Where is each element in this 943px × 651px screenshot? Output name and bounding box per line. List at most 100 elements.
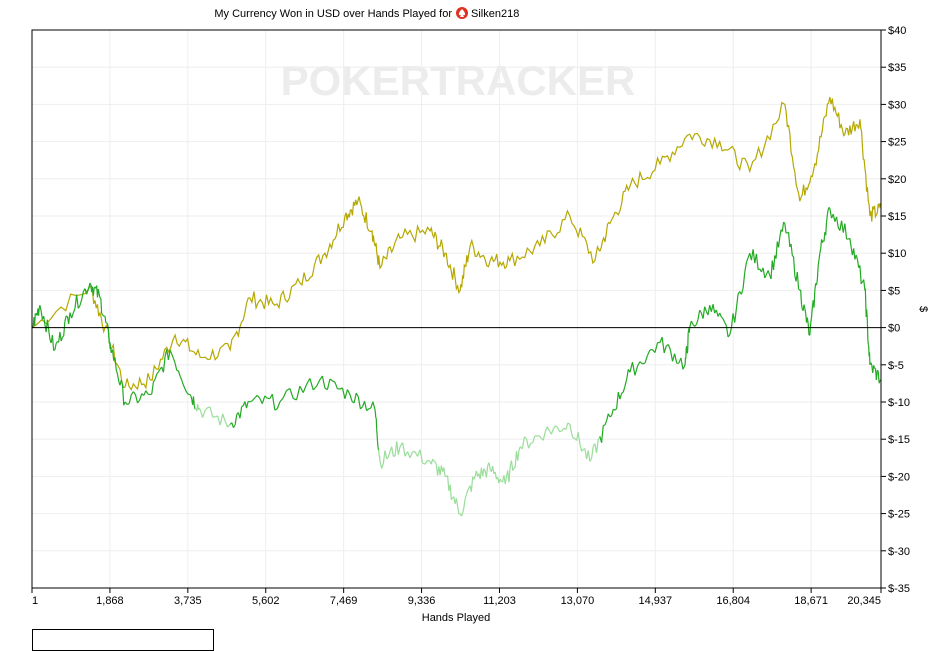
series-segment-green	[218, 416, 221, 425]
series-segment-green	[262, 396, 265, 404]
series-segment-green	[456, 498, 457, 506]
series-segment-green	[77, 295, 79, 309]
series-segment-green	[857, 259, 858, 267]
series-segment-green	[183, 385, 185, 389]
series-segment-green	[182, 380, 184, 385]
series-segment-green	[794, 257, 795, 276]
series-segment-green	[602, 425, 604, 442]
series-segment-green	[101, 298, 102, 313]
chart-title: My Currency Won in USD over Hands Played…	[214, 8, 452, 20]
series-segment-green	[741, 289, 743, 295]
series-segment-green	[350, 395, 352, 402]
series-segment-green	[465, 495, 466, 499]
series-segment-green	[597, 439, 599, 452]
series-segment-green	[514, 467, 515, 468]
series-segment-green	[735, 308, 737, 322]
series-line-gold	[32, 97, 881, 390]
series-segment-green	[792, 256, 793, 257]
series-segment-green	[509, 466, 510, 482]
series-segment-green	[398, 447, 400, 455]
series-segment-green	[810, 323, 811, 335]
series-segment-green	[568, 423, 570, 424]
series-segment-green	[518, 450, 519, 460]
series-segment-green	[133, 392, 135, 395]
series-segment-green	[410, 452, 413, 458]
series-segment-green	[560, 431, 562, 432]
series-segment-green	[622, 392, 624, 393]
plot-frame	[32, 30, 881, 588]
series-segment-green	[643, 363, 646, 364]
series-segment-green	[347, 390, 350, 395]
series-segment-green	[425, 460, 428, 464]
series-segment-green	[297, 386, 300, 400]
series-segment-green	[588, 450, 590, 461]
series-segment-green	[388, 452, 390, 457]
series-segment-green	[385, 451, 387, 459]
series-segment-green	[163, 356, 165, 372]
series-segment-green	[313, 386, 316, 390]
series-segment-green	[153, 379, 155, 382]
series-segment-green	[403, 443, 406, 457]
series-segment-green	[620, 393, 622, 399]
series-segment-green	[635, 366, 638, 375]
series-segment-green	[450, 485, 451, 500]
series-segment-green	[590, 458, 592, 461]
series-segment-green	[383, 451, 385, 464]
series-segment-green	[804, 305, 805, 309]
series-segment-green	[62, 336, 63, 337]
series-segment-green	[801, 290, 802, 304]
series-segment-green	[483, 469, 484, 476]
series-segment-green	[698, 310, 700, 319]
series-segment-green	[753, 249, 755, 263]
series-segment-green	[72, 313, 74, 318]
series-segment-green	[681, 358, 683, 369]
series-segment-green	[802, 304, 803, 309]
series-segment-green	[505, 477, 506, 484]
series-segment-green	[466, 491, 467, 495]
y-tick-label: $-20	[888, 471, 910, 483]
series-segment-green	[358, 397, 360, 409]
series-segment-green	[691, 321, 693, 325]
series-segment-green	[856, 255, 857, 259]
series-segment-green	[235, 415, 237, 425]
series-segment-green	[805, 309, 806, 314]
series-segment-green	[547, 427, 549, 431]
series-segment-green	[700, 310, 702, 313]
x-tick-label: 20,345	[847, 595, 881, 607]
y-tick-label: $15	[888, 211, 906, 223]
series-segment-green	[54, 350, 55, 351]
series-segment-green	[233, 425, 235, 428]
series-segment-green	[612, 409, 614, 416]
series-segment-green	[115, 357, 116, 369]
series-segment-green	[252, 398, 255, 401]
series-segment-green	[637, 362, 640, 367]
series-segment-green	[817, 266, 818, 280]
series-segment-green	[817, 279, 818, 285]
y-tick-label: $5	[888, 285, 900, 297]
series-segment-green	[248, 401, 250, 402]
series-segment-green	[88, 283, 90, 290]
y-tick-label: $-35	[888, 583, 910, 595]
series-segment-green	[768, 270, 770, 275]
series-segment-green	[39, 308, 40, 316]
y-tick-label: $-10	[888, 397, 910, 409]
series-segment-green	[65, 316, 66, 321]
series-segment-green	[630, 362, 633, 372]
series-segment-green	[562, 428, 564, 431]
series-segment-green	[90, 283, 91, 285]
series-segment-green	[648, 350, 651, 355]
series-segment-green	[878, 371, 879, 383]
series-segment-green	[675, 354, 677, 364]
series-segment-green	[789, 232, 790, 247]
series-segment-green	[556, 426, 558, 428]
series-segment-green	[277, 402, 280, 409]
series-segment-green	[785, 223, 786, 233]
series-segment-green	[765, 274, 767, 278]
legend-box	[32, 629, 214, 651]
series-segment-green	[572, 433, 574, 438]
series-segment-green	[356, 393, 358, 397]
series-segment-green	[511, 461, 512, 471]
series-segment-green	[40, 305, 41, 311]
series-segment-green	[73, 309, 75, 313]
series-segment-green	[713, 304, 715, 313]
